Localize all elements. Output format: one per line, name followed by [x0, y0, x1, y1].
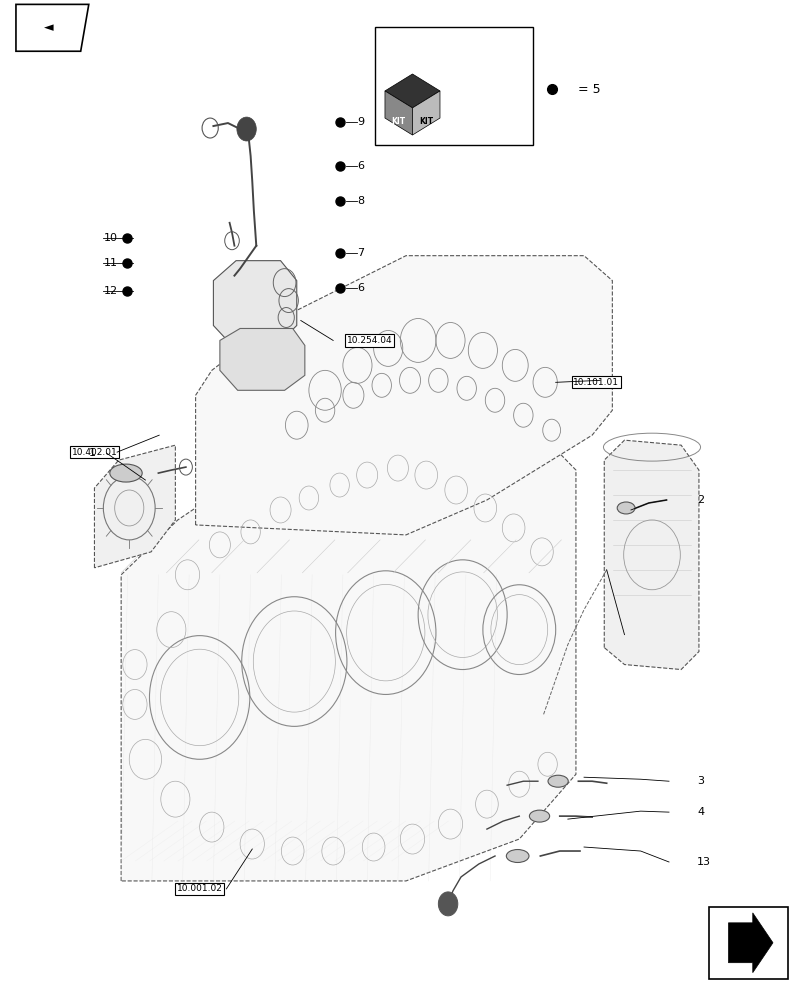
Circle shape — [438, 892, 457, 916]
Text: 7: 7 — [357, 248, 364, 258]
Ellipse shape — [529, 810, 549, 822]
Polygon shape — [384, 91, 412, 135]
Text: 10: 10 — [103, 233, 118, 243]
Text: ◄: ◄ — [44, 21, 53, 34]
Text: 10.001.02: 10.001.02 — [177, 884, 222, 893]
Circle shape — [237, 117, 256, 141]
Ellipse shape — [616, 502, 634, 514]
Text: 3: 3 — [697, 776, 703, 786]
Ellipse shape — [547, 775, 568, 787]
Text: 8: 8 — [357, 196, 364, 206]
Text: = 5: = 5 — [577, 83, 600, 96]
Text: 10.254.04: 10.254.04 — [346, 336, 392, 345]
Polygon shape — [121, 445, 575, 881]
Polygon shape — [195, 256, 611, 535]
Text: 10.101.01: 10.101.01 — [573, 378, 619, 387]
Text: 1: 1 — [88, 448, 96, 458]
Text: KIT: KIT — [391, 117, 406, 126]
Polygon shape — [16, 4, 88, 51]
Polygon shape — [213, 261, 296, 345]
Polygon shape — [220, 328, 304, 390]
Polygon shape — [384, 74, 440, 108]
Text: 4: 4 — [697, 807, 704, 817]
Polygon shape — [603, 440, 698, 670]
Ellipse shape — [506, 850, 528, 862]
Polygon shape — [727, 913, 772, 973]
Text: 12: 12 — [103, 286, 118, 296]
Ellipse shape — [109, 464, 142, 482]
Text: 11: 11 — [103, 258, 118, 268]
Text: 13: 13 — [697, 857, 710, 867]
Polygon shape — [709, 907, 787, 979]
Text: 2: 2 — [697, 495, 704, 505]
Text: 10.206.02: 10.206.02 — [633, 630, 679, 639]
Text: 10.402.01: 10.402.01 — [71, 448, 117, 457]
Polygon shape — [412, 91, 440, 135]
Text: 9: 9 — [357, 117, 364, 127]
Polygon shape — [94, 445, 175, 568]
Text: 6: 6 — [357, 283, 364, 293]
Text: 6: 6 — [357, 161, 364, 171]
FancyBboxPatch shape — [375, 27, 532, 145]
Text: KIT: KIT — [418, 117, 433, 126]
